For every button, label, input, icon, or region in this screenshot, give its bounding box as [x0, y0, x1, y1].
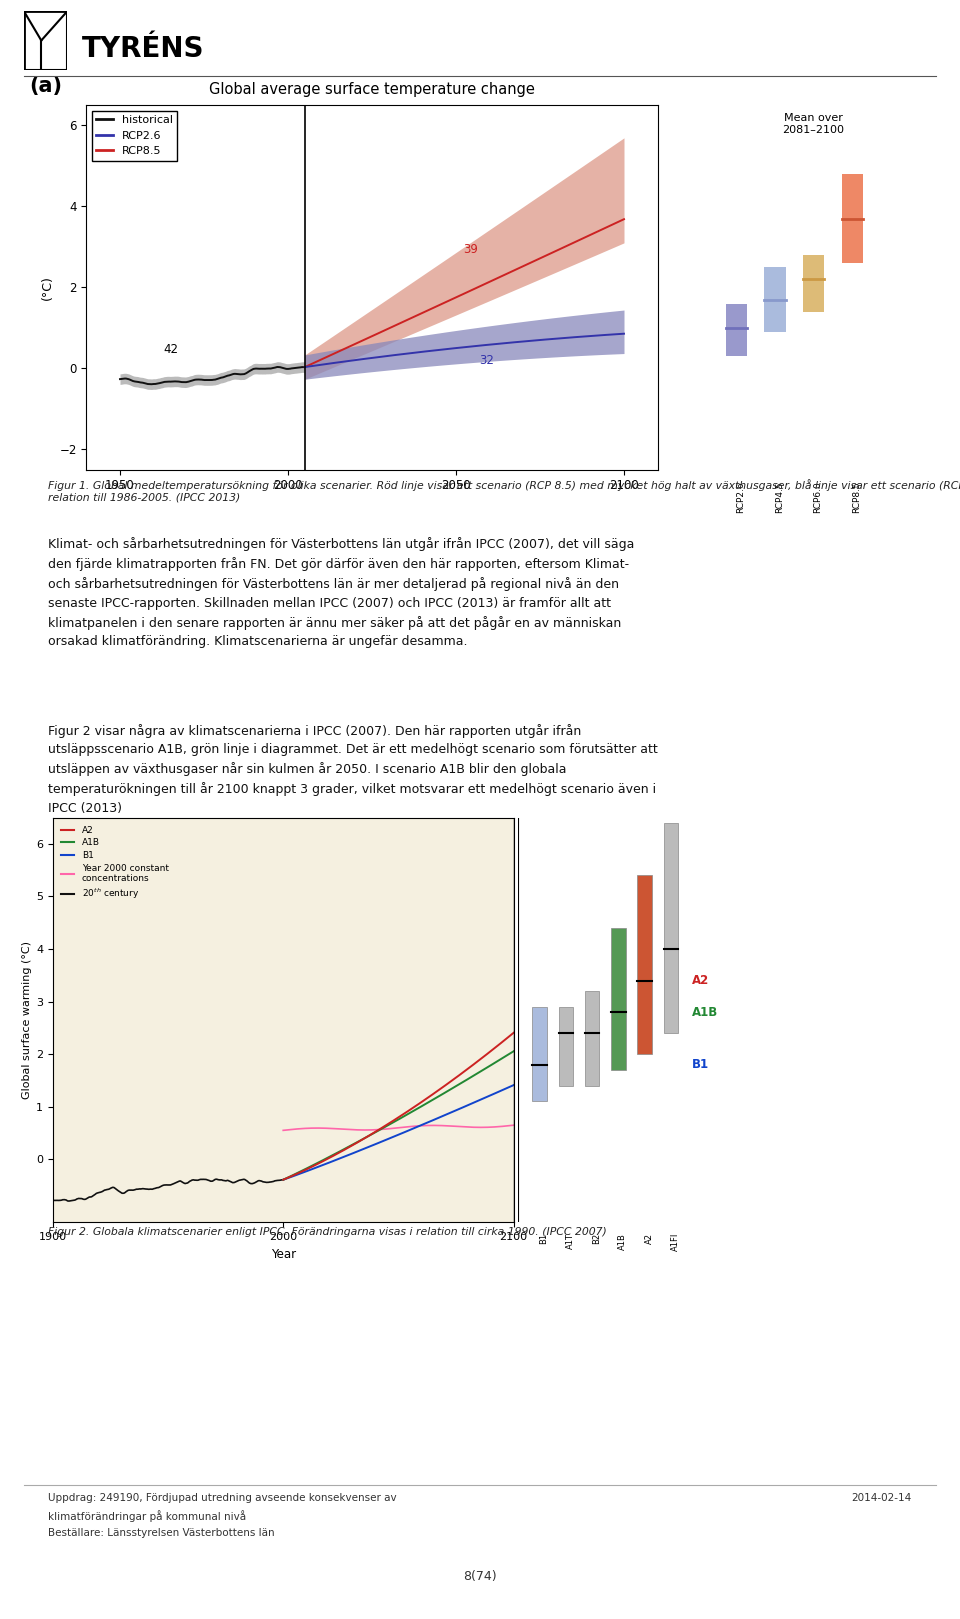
Text: 8(74): 8(74): [463, 1570, 497, 1583]
Y-axis label: (°C): (°C): [40, 275, 54, 300]
Text: Figur 2 visar några av klimatscenarierna i IPCC (2007). Den här rapporten utgår : Figur 2 visar några av klimatscenarierna…: [48, 724, 658, 814]
Text: B1: B1: [692, 1059, 709, 1072]
Bar: [726, 304, 747, 356]
Text: klimatförändringar på kommunal nivå: klimatförändringar på kommunal nivå: [48, 1511, 246, 1522]
Text: (a): (a): [29, 76, 62, 96]
Y-axis label: Global surface warming (°C): Global surface warming (°C): [22, 941, 32, 1099]
Text: 32: 32: [479, 355, 494, 368]
Text: Uppdrag: 249190, Fördjupad utredning avseende konsekvenser av: Uppdrag: 249190, Fördjupad utredning avs…: [48, 1493, 396, 1502]
Bar: [663, 822, 678, 1033]
Text: A1B: A1B: [618, 1232, 627, 1250]
Text: RCP8.5: RCP8.5: [852, 482, 861, 513]
Text: B1: B1: [540, 1232, 548, 1243]
Text: TYRÉNS: TYRÉNS: [82, 36, 204, 63]
Bar: [637, 876, 652, 1054]
Bar: [803, 256, 825, 312]
Text: 42: 42: [163, 343, 179, 356]
Text: 2014-02-14: 2014-02-14: [852, 1493, 912, 1502]
Text: RCP6.0: RCP6.0: [814, 482, 823, 513]
Text: A2: A2: [645, 1232, 654, 1243]
Legend: A2, A1B, B1, Year 2000 constant
concentrations, 20$^{th}$ century: A2, A1B, B1, Year 2000 constant concentr…: [58, 822, 172, 905]
Text: Beställare: Länsstyrelsen Västerbottens län: Beställare: Länsstyrelsen Västerbottens …: [48, 1528, 275, 1538]
Bar: [612, 928, 626, 1070]
X-axis label: Year: Year: [271, 1248, 296, 1261]
Bar: [559, 1007, 573, 1086]
Bar: [585, 991, 599, 1086]
Text: Mean over
2081–2100: Mean over 2081–2100: [782, 113, 845, 134]
Text: Klimat- och sårbarhetsutredningen för Västerbottens län utgår ifrån IPCC (2007),: Klimat- och sårbarhetsutredningen för Vä…: [48, 538, 635, 649]
Legend: historical, RCP2.6, RCP8.5: historical, RCP2.6, RCP8.5: [92, 110, 178, 160]
Text: RCP4.5: RCP4.5: [775, 482, 784, 513]
Bar: [764, 267, 785, 332]
Text: Figur 2. Globala klimatscenarier enligt IPCC. Förändringarna visas i relation ti: Figur 2. Globala klimatscenarier enligt …: [48, 1227, 607, 1237]
Text: RCP2.6: RCP2.6: [736, 482, 746, 513]
Bar: [842, 173, 863, 262]
Text: A1FI: A1FI: [671, 1232, 680, 1251]
Text: A1T: A1T: [565, 1232, 575, 1248]
Text: Figur 1. Global medeltemperatursökning för olika scenarier. Röd linje visar ett : Figur 1. Global medeltemperatursökning f…: [48, 479, 960, 504]
Text: A2: A2: [692, 975, 709, 988]
Title: Global average surface temperature change: Global average surface temperature chang…: [209, 83, 535, 97]
Bar: [532, 1007, 546, 1101]
Text: A1B: A1B: [692, 1005, 718, 1018]
Text: 39: 39: [463, 243, 477, 256]
Text: B2: B2: [592, 1232, 601, 1243]
